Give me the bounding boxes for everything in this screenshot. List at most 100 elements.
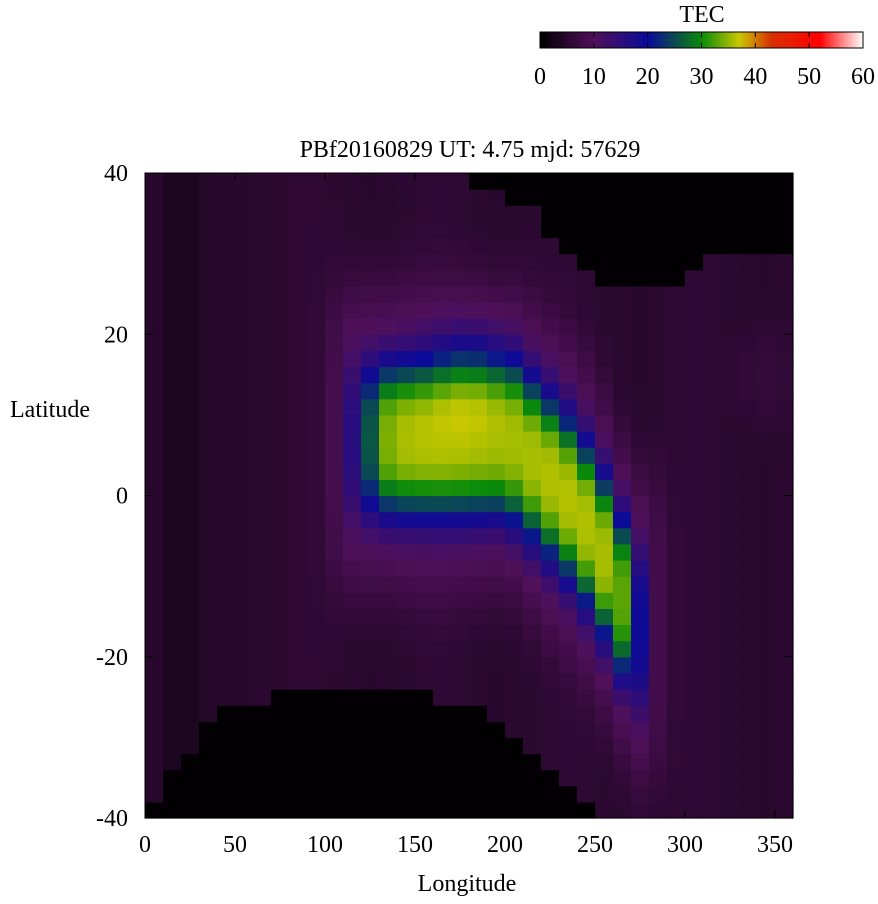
heatmap-cell (163, 656, 182, 674)
heatmap-cell (307, 495, 326, 513)
heatmap-cell (649, 173, 668, 190)
heatmap-cell (559, 189, 578, 206)
heatmap-cell (595, 543, 614, 561)
heatmap-cell (577, 285, 596, 303)
heatmap-cell (289, 382, 308, 400)
heatmap-cell (667, 269, 686, 287)
heatmap-cell (685, 253, 704, 271)
heatmap-cell (649, 640, 668, 658)
heatmap-cell (415, 527, 434, 545)
heatmap-cell (613, 318, 632, 335)
heatmap-cell (685, 205, 704, 222)
heatmap-cell (325, 769, 344, 787)
heatmap-cell (415, 318, 434, 335)
heatmap-cell (235, 350, 254, 368)
heatmap-cell (541, 382, 560, 400)
heatmap-cell (181, 576, 200, 593)
heatmap-cell (235, 785, 254, 803)
heatmap-cell (217, 350, 236, 368)
heatmap-cell (613, 479, 632, 497)
heatmap-cell (757, 495, 776, 513)
heatmap-cell (253, 318, 272, 335)
heatmap-cell (253, 592, 272, 609)
heatmap-cell (613, 495, 632, 513)
heatmap-cell (343, 576, 362, 593)
heatmap-cell (721, 721, 740, 738)
heatmap-cell (163, 479, 182, 497)
heatmap-cell (559, 414, 578, 432)
heatmap-cell (559, 318, 578, 335)
heatmap-cell (289, 350, 308, 368)
heatmap-cell (523, 173, 542, 190)
heatmap-cell (739, 463, 758, 480)
heatmap-cell (415, 463, 434, 480)
heatmap-cell (739, 350, 758, 368)
heatmap-cell (577, 737, 596, 755)
heatmap-cell (415, 366, 434, 384)
heatmap-cell (199, 576, 218, 593)
heatmap-cell (271, 737, 290, 755)
heatmap-cell (307, 189, 326, 206)
heatmap-cell (217, 302, 236, 319)
heatmap-cell (271, 785, 290, 803)
y-tick-label: -40 (96, 806, 128, 832)
heatmap-cell (361, 801, 380, 819)
heatmap-cell (271, 479, 290, 497)
heatmap-cell (739, 414, 758, 432)
heatmap-cell (649, 689, 668, 706)
heatmap-cell (343, 608, 362, 626)
heatmap-cell (757, 431, 776, 448)
heatmap-cell (199, 318, 218, 335)
heatmap-cell (433, 366, 452, 384)
heatmap-cell (253, 398, 272, 416)
heatmap-cell (271, 334, 290, 351)
heatmap-cell (451, 640, 470, 658)
heatmap-cell (577, 527, 596, 545)
heatmap-cell (325, 285, 344, 303)
heatmap-cell (163, 463, 182, 480)
heatmap-cell (379, 769, 398, 787)
heatmap-cell (739, 560, 758, 577)
heatmap-cell (433, 253, 452, 271)
heatmap-cell (253, 189, 272, 206)
heatmap-cell (739, 785, 758, 803)
heatmap-cell (433, 576, 452, 593)
x-tick-label: 50 (223, 832, 247, 858)
heatmap-cell (397, 382, 416, 400)
heatmap-cell (217, 253, 236, 271)
heatmap-cell (649, 366, 668, 384)
heatmap-cell (253, 414, 272, 432)
heatmap-cell (397, 737, 416, 755)
heatmap-cell (451, 318, 470, 335)
heatmap-cell (595, 479, 614, 497)
heatmap-cell (415, 785, 434, 803)
heatmap-cell (415, 624, 434, 642)
heatmap-cell (631, 689, 650, 706)
heatmap-cell (379, 237, 398, 255)
heatmap-cell (253, 511, 272, 529)
heatmap-cell (523, 656, 542, 674)
heatmap-cell (235, 689, 254, 706)
heatmap-cell (739, 189, 758, 206)
chart-title: PBf20160829 UT: 4.75 mjd: 57629 (300, 137, 641, 163)
heatmap-cell (181, 366, 200, 384)
heatmap-cell (325, 689, 344, 706)
heatmap-cell (397, 350, 416, 368)
heatmap-cell (343, 560, 362, 577)
heatmap-cell (433, 592, 452, 609)
heatmap-cell (505, 463, 524, 480)
heatmap-cell (433, 447, 452, 464)
heatmap-cell (361, 334, 380, 351)
heatmap-cell (145, 431, 164, 448)
heatmap-cell (595, 398, 614, 416)
heatmap-cell (235, 382, 254, 400)
heatmap-cell (685, 431, 704, 448)
heatmap-cell (703, 608, 722, 626)
heatmap-cell (469, 801, 488, 819)
heatmap-cell (541, 398, 560, 416)
heatmap-cell (325, 495, 344, 513)
heatmap-cell (721, 608, 740, 626)
heatmap-cell (667, 592, 686, 609)
